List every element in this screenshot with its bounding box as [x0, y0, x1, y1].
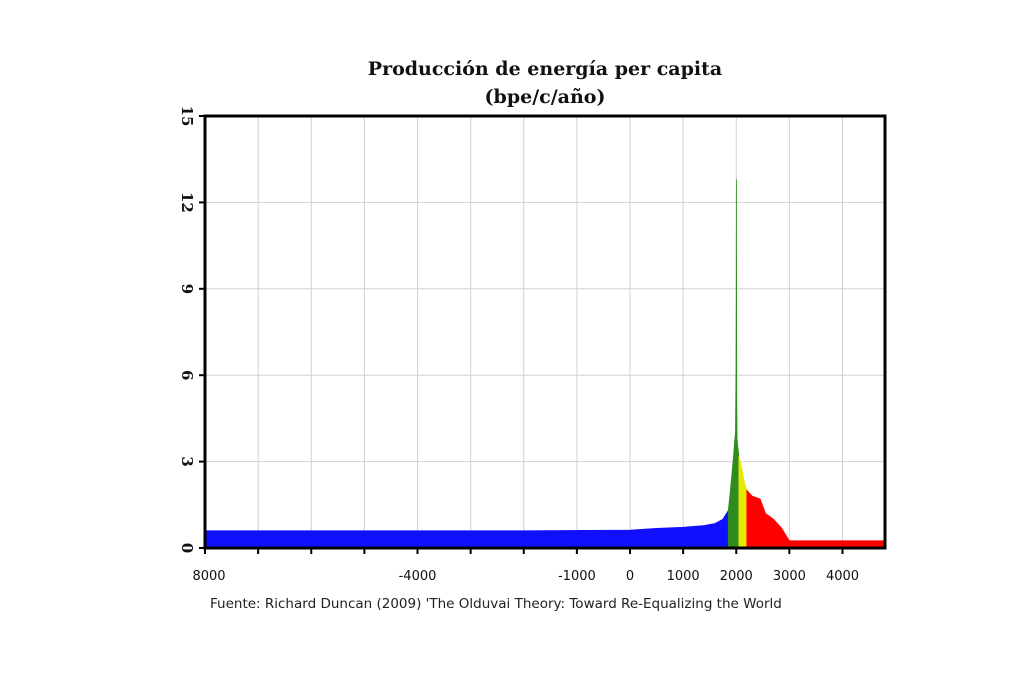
plot-frame — [203, 114, 887, 550]
x-tick-label: -1000 — [558, 569, 596, 584]
x-tick-label: 4000 — [826, 569, 859, 584]
x-tick-label: 8000 — [192, 569, 225, 584]
area-segment-1 — [727, 179, 740, 549]
x-tick-label: 2000 — [720, 569, 753, 584]
tick-labels: 8000 -4000 -1000 0 1000 2000 3000 4000 0 3 6 9 12 15 — [178, 106, 859, 584]
y-tick-label: 9 — [178, 284, 196, 294]
x-tick-label: 1000 — [667, 569, 700, 584]
x-tick-label: 3000 — [773, 569, 806, 584]
chart-title: Producción de energía per capita — [367, 58, 723, 80]
x-tick-label: 0 — [626, 569, 634, 584]
source-note: Fuente: Richard Duncan (2009) 'The Olduv… — [210, 596, 782, 612]
y-tick-label: 12 — [178, 192, 196, 213]
y-tick-label: 6 — [178, 370, 196, 380]
area-segment-3 — [746, 489, 886, 549]
area-segments — [204, 179, 886, 549]
y-tick-label: 3 — [178, 456, 196, 466]
chart-subtitle: (bpe/c/año) — [484, 86, 606, 108]
area-segment-0 — [204, 509, 729, 549]
x-tick-label: -4000 — [399, 569, 437, 584]
y-tick-label: 0 — [178, 543, 196, 553]
area-segment-2 — [738, 455, 748, 549]
y-tick-label: 15 — [178, 106, 196, 127]
grid-lines — [205, 116, 885, 548]
